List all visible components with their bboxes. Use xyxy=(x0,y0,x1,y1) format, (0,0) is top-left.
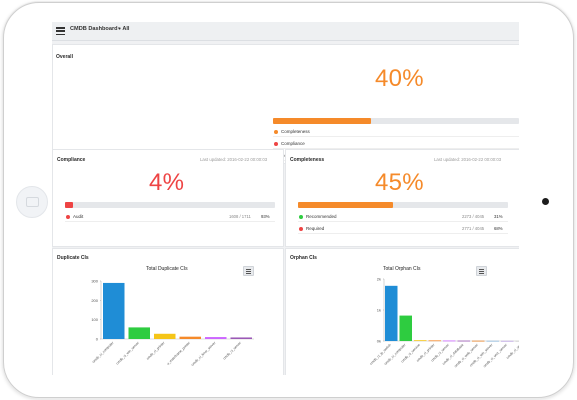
bar xyxy=(414,340,427,342)
panel-title: Orphan CIs xyxy=(290,255,317,261)
overall-progress-fill xyxy=(273,118,372,124)
bar xyxy=(205,337,227,339)
hamburger-menu-icon[interactable] xyxy=(56,27,65,36)
y-tick-label: 0 xyxy=(96,337,99,342)
overall-percent: 40% xyxy=(375,65,424,92)
y-tick-label: 300 xyxy=(91,279,98,284)
bar xyxy=(385,285,398,341)
legend-item-compliance[interactable]: Compliance xyxy=(273,139,519,149)
y-tick-label: 2k xyxy=(377,277,381,282)
bar xyxy=(179,336,201,339)
orphan-cis-panel: Orphan CIs Total Orphan CIs 0k 1k 2k cmdb_c… xyxy=(285,248,519,375)
dashboard-dropdown-caret-icon[interactable]: ▾ xyxy=(118,26,121,32)
x-tick-label: u_mainframe_printer xyxy=(166,340,192,366)
compliance-dot-icon xyxy=(274,141,278,146)
bar xyxy=(428,340,441,342)
panel-title: Completeness xyxy=(290,157,325,163)
completeness-row-required[interactable]: Required 2771 / 4045 68% xyxy=(298,224,508,234)
x-tick-label: cmdb_ci_ups xyxy=(505,343,519,360)
compliance-progress-track xyxy=(65,202,275,208)
last-updated: Last updated: 2016-02-22 00:00:03 xyxy=(200,157,268,162)
home-button[interactable] xyxy=(16,186,48,218)
x-tick-label: cmdb_ci_computer xyxy=(91,340,115,364)
chart-title: Total Orphan CIs xyxy=(383,266,421,272)
bar xyxy=(399,315,412,341)
duplicate-cis-panel: Duplicate CIs Total Duplicate CIs 0 100 20… xyxy=(52,248,284,375)
overall-progress-track xyxy=(273,118,519,124)
panel-title: Overall xyxy=(56,54,73,60)
compliance-percent: 4% xyxy=(149,169,185,196)
bar xyxy=(515,340,519,342)
last-updated: Last updated: 2016-02-22 00:00:03 xyxy=(434,157,502,162)
bar xyxy=(486,340,499,342)
row-label: Recommended xyxy=(306,213,337,219)
dashboard-title[interactable]: CMDB Dashboard - All xyxy=(70,26,130,32)
row-ratio: 1608 / 1711 xyxy=(229,213,251,219)
completeness-progress-track xyxy=(298,202,508,208)
bar xyxy=(443,340,456,342)
completeness-percent: 45% xyxy=(375,169,424,196)
row-label: Required xyxy=(306,225,325,231)
x-tick-label: cmdb_ci_printer xyxy=(146,340,167,361)
bar xyxy=(230,337,252,339)
row-ratio: 2273 / 4045 xyxy=(462,213,485,219)
bar xyxy=(154,333,176,339)
audit-dot-icon xyxy=(66,214,70,219)
camera-lens xyxy=(542,198,549,205)
legend-label: Completeness xyxy=(281,128,310,134)
x-tick-label: cmdb_ci_linux_server xyxy=(190,340,217,367)
row-percent: 31% xyxy=(494,213,503,219)
panel-title: Compliance xyxy=(57,157,86,163)
completeness-progress-fill xyxy=(298,202,393,208)
chart-menu-icon[interactable] xyxy=(243,266,254,276)
y-tick-label: 0k xyxy=(377,339,381,344)
x-tick-label: cmdb_ci_server xyxy=(222,340,242,360)
compliance-panel: Compliance Last updated: 2016-02-22 00:0… xyxy=(52,149,284,247)
orphan-cis-chart: 0k1k2kcmdb_ci_ip_switchcmdb_ci_computerc… xyxy=(369,277,519,368)
row-percent: 68% xyxy=(494,225,503,231)
completeness-row-recommended[interactable]: Recommended 2273 / 4045 31% xyxy=(298,212,508,222)
y-tick-label: 100 xyxy=(91,317,98,322)
compliance-row-audit[interactable]: Audit 1608 / 1711 93% xyxy=(65,212,275,222)
row-label: Audit xyxy=(73,213,84,219)
chart-menu-icon[interactable] xyxy=(476,266,487,276)
screen: CMDB Dashboard - All ▾ Overall 40% Compl… xyxy=(52,22,519,375)
bar xyxy=(103,282,125,339)
bar xyxy=(457,340,470,342)
compliance-progress-fill xyxy=(65,202,74,208)
completeness-dot-icon xyxy=(274,129,278,134)
panel-title: Duplicate CIs xyxy=(57,255,89,261)
chart-title: Total Duplicate CIs xyxy=(146,266,188,272)
row-ratio: 2771 / 4045 xyxy=(462,225,485,231)
duplicate-cis-chart: 0 100 200 300 cmdb_ci_computer cmdb_ci_win_se… xyxy=(91,279,254,367)
bar xyxy=(472,340,485,342)
bar xyxy=(501,340,514,342)
y-tick-label: 1k xyxy=(377,308,381,313)
required-dot-icon xyxy=(299,226,303,231)
legend-item-completeness[interactable]: Completeness xyxy=(273,127,519,137)
completeness-panel: Completeness Last updated: 2016-02-22 00… xyxy=(285,149,519,247)
x-tick-label: cmdb_ci_win_server xyxy=(115,340,140,365)
recommended-dot-icon xyxy=(299,214,303,219)
y-tick-label: 200 xyxy=(91,298,98,303)
bar xyxy=(128,327,150,339)
overall-panel: Overall 40% Completeness Compliance Corr… xyxy=(52,44,519,164)
top-bar: CMDB Dashboard - All ▾ xyxy=(52,22,519,41)
row-percent: 93% xyxy=(261,213,270,219)
legend-label: Compliance xyxy=(281,140,305,146)
